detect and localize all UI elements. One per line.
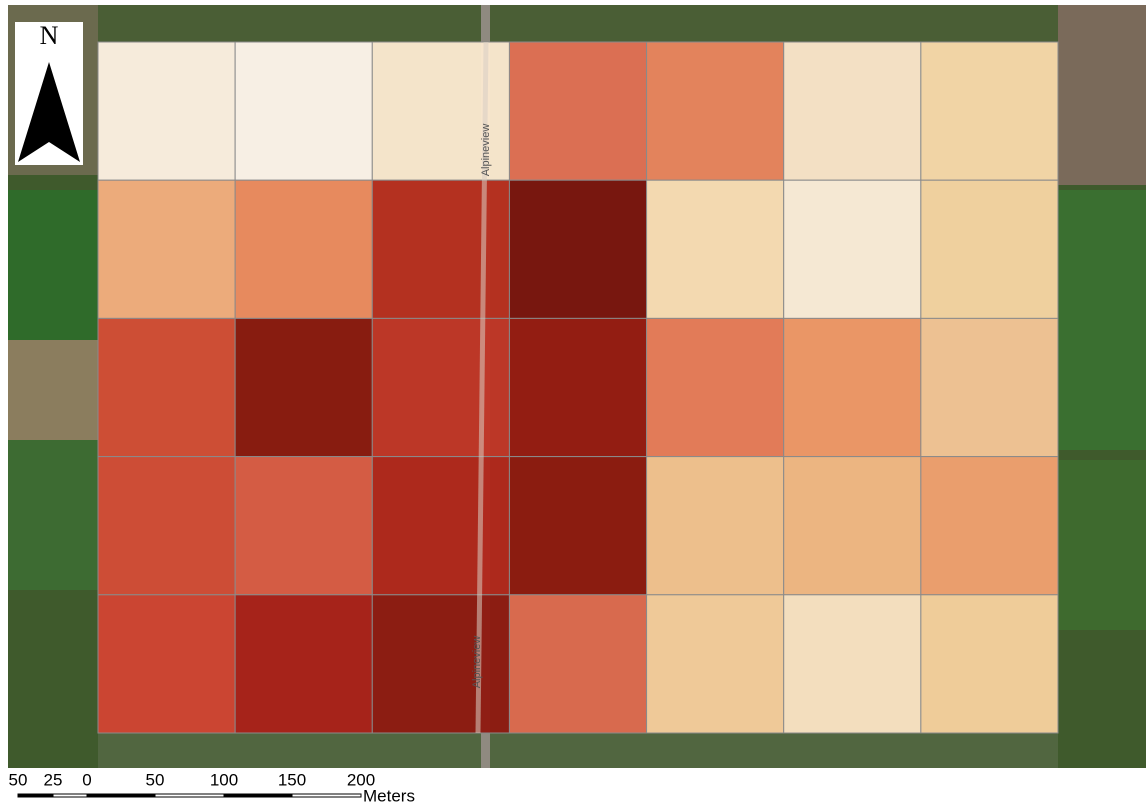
field bbox=[8, 440, 98, 590]
road-label: Alpineview bbox=[471, 636, 483, 689]
scale-segment bbox=[52, 793, 88, 798]
grid-cell bbox=[920, 41, 1059, 181]
grid-cell bbox=[646, 317, 785, 458]
scale-label: 100 bbox=[210, 770, 238, 789]
arrow bbox=[18, 62, 80, 162]
scale-label: 50 bbox=[146, 770, 165, 789]
grid-cell bbox=[508, 317, 648, 458]
grid-cell bbox=[783, 594, 922, 734]
grid-cell bbox=[783, 456, 922, 596]
scale-segment bbox=[17, 793, 54, 798]
grid-cell bbox=[920, 456, 1059, 596]
grid-cell bbox=[234, 456, 373, 596]
scale-label: 150 bbox=[278, 770, 306, 789]
grid-cell bbox=[97, 179, 236, 319]
grid-cell bbox=[371, 179, 510, 319]
field bbox=[8, 340, 98, 440]
field bbox=[1058, 5, 1146, 185]
field bbox=[1058, 190, 1146, 450]
grid-cell bbox=[97, 41, 236, 181]
scale-segment bbox=[154, 793, 225, 798]
scale-label: 25 bbox=[44, 770, 63, 789]
grid-cell bbox=[234, 41, 373, 181]
grid-cell bbox=[920, 317, 1059, 458]
grid-cell bbox=[371, 594, 510, 734]
scale-segment bbox=[223, 793, 293, 798]
road-overlay bbox=[475, 41, 489, 734]
road-label: Alpineview bbox=[480, 124, 492, 177]
grid-cell bbox=[508, 41, 648, 181]
grid-cell bbox=[371, 317, 510, 458]
grid-cell bbox=[920, 179, 1059, 319]
grid bbox=[97, 41, 1059, 734]
grid-cell bbox=[646, 41, 785, 181]
field bbox=[98, 733, 1058, 768]
field bbox=[98, 5, 1058, 42]
grid-cell bbox=[783, 41, 922, 181]
grid-cell bbox=[234, 594, 373, 734]
scale-label: 0 bbox=[82, 770, 91, 789]
grid-cell bbox=[920, 594, 1059, 734]
scale-segment bbox=[291, 793, 362, 798]
scale-segment bbox=[86, 793, 156, 798]
grid-cell bbox=[508, 594, 648, 734]
grid-cell bbox=[508, 456, 648, 596]
grid-cell bbox=[646, 456, 785, 596]
grid-cell bbox=[783, 317, 922, 458]
grid-cell bbox=[97, 594, 236, 734]
field bbox=[8, 190, 98, 340]
grid-cell bbox=[97, 456, 236, 596]
north-label: N bbox=[40, 21, 59, 50]
field bbox=[1058, 460, 1146, 630]
grid-cell bbox=[234, 179, 373, 319]
scale-label: 50 bbox=[9, 770, 28, 789]
grid-cell bbox=[97, 317, 236, 458]
scale-unit: Meters bbox=[363, 786, 415, 803]
grid-cell bbox=[508, 179, 648, 319]
grid-cell bbox=[234, 317, 373, 458]
scale-label: 200 bbox=[347, 770, 375, 789]
north-arrow: N bbox=[15, 21, 83, 165]
grid-cell bbox=[371, 456, 510, 596]
grid-cell bbox=[646, 594, 785, 734]
grid-cell bbox=[783, 179, 922, 319]
grid-cell bbox=[646, 179, 785, 319]
